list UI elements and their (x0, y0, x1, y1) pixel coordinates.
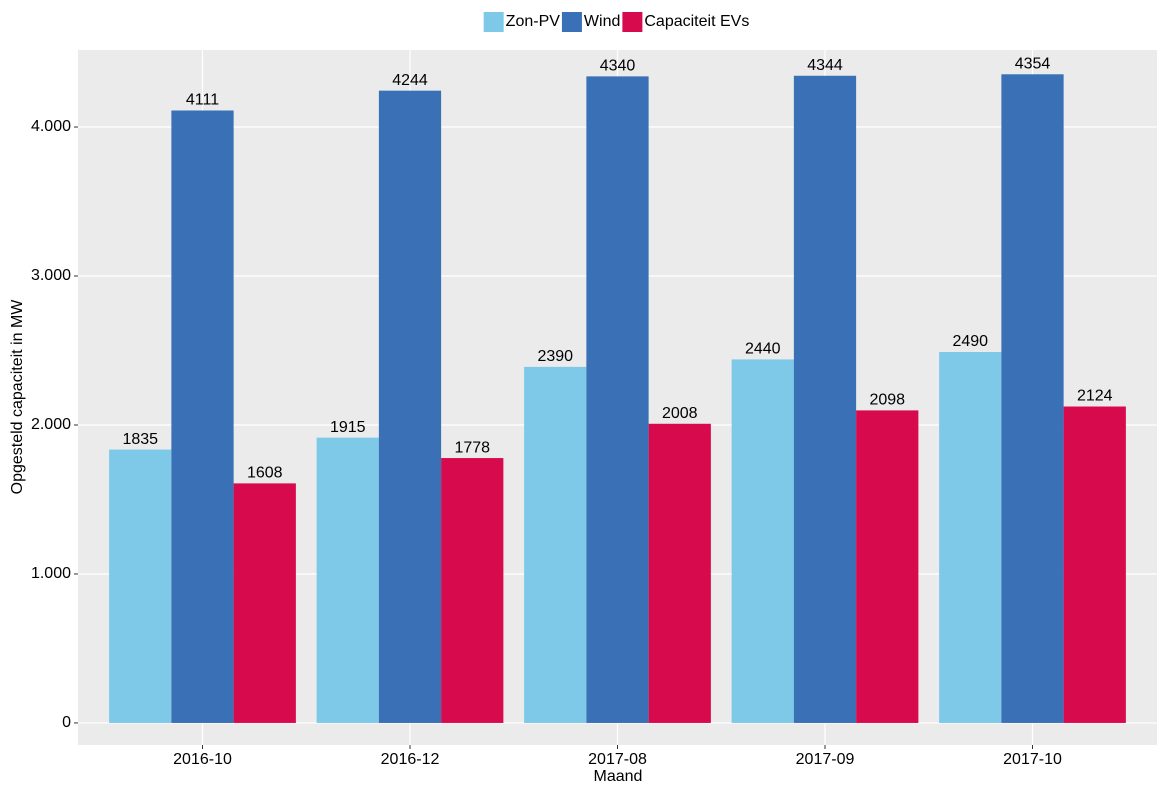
bar (316, 437, 379, 723)
value-label: 1835 (122, 431, 158, 448)
bar (731, 359, 794, 723)
bar (233, 483, 296, 723)
bar (524, 366, 587, 723)
value-label: 4344 (807, 57, 843, 74)
y-tick-label: 3.000 (31, 267, 71, 284)
x-tick-label: 2017-08 (588, 751, 647, 768)
value-label: 4354 (1015, 56, 1051, 73)
y-tick-label: 2.000 (31, 416, 71, 433)
legend: Zon-PV Wind Capaciteit EVs (483, 12, 749, 32)
legend-label: Capaciteit EVs (644, 13, 749, 30)
x-axis-title: Maand (594, 768, 643, 785)
bar (648, 423, 711, 723)
value-label: 2390 (537, 348, 573, 365)
value-label: 2440 (745, 341, 781, 358)
value-label: 2490 (952, 333, 988, 350)
bar (441, 458, 504, 723)
bar (856, 410, 919, 723)
bar (586, 76, 649, 723)
value-label: 4244 (392, 72, 428, 89)
value-label: 1915 (330, 419, 366, 436)
y-tick-label: 4.000 (31, 118, 71, 135)
bar (1063, 406, 1126, 723)
bar (109, 449, 172, 723)
legend-swatch (483, 12, 504, 32)
bar (171, 110, 234, 723)
bar (793, 75, 857, 723)
legend-swatch (622, 12, 643, 32)
value-label: 4340 (600, 58, 636, 75)
legend-swatch (561, 12, 582, 32)
y-axis-title: Opgesteld capaciteit in MW (9, 299, 26, 495)
y-tick-label: 1.000 (31, 565, 71, 582)
x-tick-label: 2016-12 (381, 751, 440, 768)
x-tick-label: 2017-10 (1003, 751, 1062, 768)
x-tick-label: 2017-09 (796, 751, 855, 768)
value-label: 2124 (1077, 388, 1113, 405)
value-label: 2098 (869, 392, 905, 409)
bar (939, 351, 1002, 723)
legend-label: Wind (584, 13, 620, 30)
legend-label: Zon-PV (506, 13, 561, 30)
y-tick-label: 0 (62, 714, 71, 731)
bar (378, 90, 442, 723)
value-label: 1608 (247, 465, 283, 482)
value-label: 2008 (662, 405, 698, 422)
value-label: 1778 (454, 439, 490, 456)
value-label: 4111 (186, 92, 219, 109)
bar (1001, 74, 1064, 723)
x-tick-label: 2016-10 (173, 751, 232, 768)
